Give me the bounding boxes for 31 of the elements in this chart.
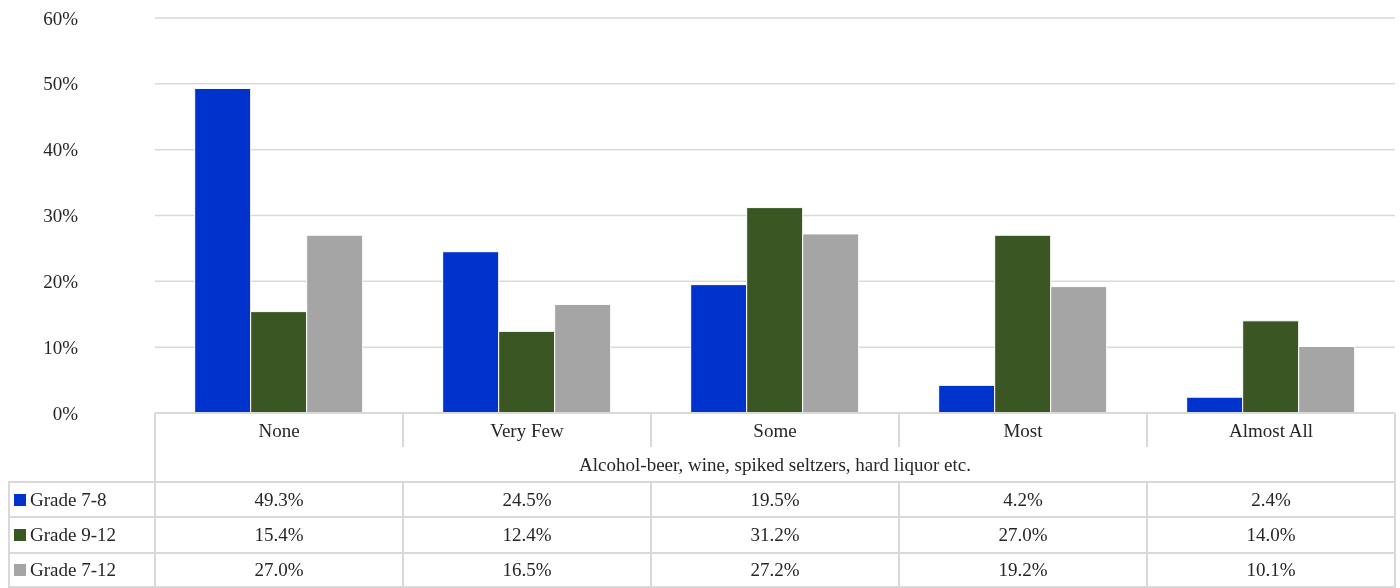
y-tick-label: 60% bbox=[43, 7, 79, 29]
data-label: 2.4% bbox=[1251, 488, 1291, 511]
legend-label: Grade 7-8 bbox=[30, 488, 107, 511]
data-label: 27.0% bbox=[254, 559, 304, 582]
x-tick-label: Almost All bbox=[1229, 419, 1313, 441]
data-label: 16.5% bbox=[502, 559, 552, 582]
x-tick-label: Some bbox=[753, 419, 797, 441]
data-label: 19.5% bbox=[750, 488, 800, 511]
y-tick-label: 40% bbox=[43, 139, 79, 161]
data-label: 49.3% bbox=[254, 488, 304, 511]
y-tick-label: 30% bbox=[43, 205, 79, 226]
x-tick-label: Very Few bbox=[490, 419, 564, 441]
data-label: 4.2% bbox=[1003, 488, 1043, 511]
data-label: 15.4% bbox=[254, 523, 304, 546]
y-tick-label: 0% bbox=[52, 402, 79, 424]
x-tick-label: None bbox=[258, 419, 300, 441]
data-label: 19.2% bbox=[998, 559, 1048, 582]
y-tick-label: 20% bbox=[43, 270, 79, 292]
y-tick-label: 50% bbox=[43, 73, 79, 95]
y-tick-label: 10% bbox=[43, 336, 79, 358]
data-label: 27.0% bbox=[998, 523, 1048, 546]
legend-label: Grade 7-12 bbox=[30, 559, 116, 582]
data-label: 10.1% bbox=[1246, 559, 1296, 582]
x-tick-label: Most bbox=[1003, 419, 1044, 441]
data-label: 24.5% bbox=[502, 488, 552, 511]
x-axis-title: Alcohol-beer, wine, spiked seltzers, hard liquor etc. bbox=[579, 453, 971, 476]
data-label: 27.2% bbox=[750, 559, 800, 582]
data-label: 12.4% bbox=[502, 523, 552, 546]
data-label: 14.0% bbox=[1246, 523, 1296, 546]
legend-label: Grade 9-12 bbox=[30, 523, 116, 546]
data-label: 31.2% bbox=[750, 523, 800, 546]
